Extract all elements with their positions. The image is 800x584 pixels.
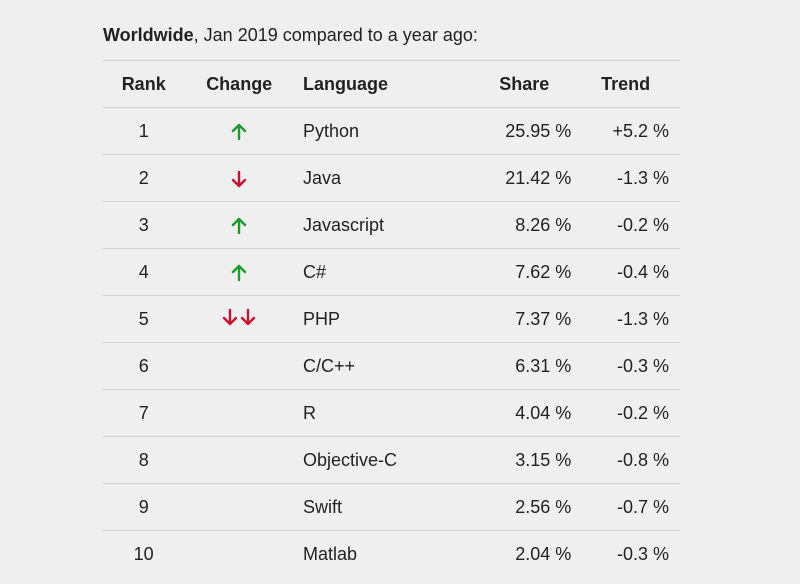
share-cell: 6.31 % xyxy=(454,342,572,390)
table-row: 6 C/C++ 6.31 % -0.3 % xyxy=(103,342,680,390)
share-cell: 3.15 % xyxy=(454,436,572,484)
double-arrow-down-icon xyxy=(221,308,257,326)
header-trend: Trend xyxy=(571,60,680,108)
language-cell: Python xyxy=(294,107,455,155)
share-cell: 2.56 % xyxy=(454,483,572,531)
change-cell xyxy=(184,483,295,531)
rank-cell: 1 xyxy=(103,107,185,155)
language-cell: Java xyxy=(294,154,455,202)
arrow-up-icon xyxy=(230,123,248,141)
language-cell: Swift xyxy=(294,483,455,531)
share-cell: 4.04 % xyxy=(454,389,572,437)
table-row: 9 Swift 2.56 % -0.7 % xyxy=(103,483,680,531)
trend-cell: -0.2 % xyxy=(571,389,680,437)
trend-cell: -1.3 % xyxy=(571,154,680,202)
rank-cell: 3 xyxy=(103,201,185,249)
change-cell xyxy=(184,107,295,155)
language-cell: Objective-C xyxy=(294,436,455,484)
language-ranking-table: Rank Change Language Share Trend 1 Python… xyxy=(103,60,680,577)
header-rank: Rank xyxy=(103,60,185,108)
table-header-row: Rank Change Language Share Trend xyxy=(103,60,680,108)
table-body: 1 Python 25.95 % +5.2 % 2 Java 21.42 % -1.3 % 3 J… xyxy=(103,107,680,577)
trend-cell: +5.2 % xyxy=(571,107,680,155)
rank-cell: 6 xyxy=(103,342,185,390)
rank-cell: 4 xyxy=(103,248,185,296)
table-row: 5 PHP 7.37 % -1.3 % xyxy=(103,295,680,343)
change-cell xyxy=(184,201,295,249)
table-row: 7 R 4.04 % -0.2 % xyxy=(103,389,680,437)
change-cell xyxy=(184,342,295,390)
share-cell: 2.04 % xyxy=(454,530,572,577)
table-row: 2 Java 21.42 % -1.3 % xyxy=(103,154,680,202)
share-cell: 21.42 % xyxy=(454,154,572,202)
table-row: 1 Python 25.95 % +5.2 % xyxy=(103,107,680,155)
rank-cell: 8 xyxy=(103,436,185,484)
change-cell xyxy=(184,530,295,577)
trend-cell: -0.3 % xyxy=(571,342,680,390)
header-language: Language xyxy=(294,60,455,108)
trend-cell: -0.3 % xyxy=(571,530,680,577)
change-cell xyxy=(184,248,295,296)
trend-cell: -0.8 % xyxy=(571,436,680,484)
trend-cell: -1.3 % xyxy=(571,295,680,343)
arrow-down-icon xyxy=(230,170,248,188)
share-cell: 25.95 % xyxy=(454,107,572,155)
table-row: 4 C# 7.62 % -0.4 % xyxy=(103,248,680,296)
trend-cell: -0.2 % xyxy=(571,201,680,249)
language-cell: Matlab xyxy=(294,530,455,577)
table-row: 3 Javascript 8.26 % -0.2 % xyxy=(103,201,680,249)
caption-region: Worldwide xyxy=(103,25,194,45)
language-cell: R xyxy=(294,389,455,437)
rank-cell: 2 xyxy=(103,154,185,202)
change-cell xyxy=(184,295,295,343)
change-cell xyxy=(184,389,295,437)
table-caption: Worldwide, Jan 2019 compared to a year a… xyxy=(103,0,680,60)
share-cell: 8.26 % xyxy=(454,201,572,249)
language-cell: C# xyxy=(294,248,455,296)
arrow-up-icon xyxy=(230,264,248,282)
table-row: 10 Matlab 2.04 % -0.3 % xyxy=(103,530,680,577)
share-cell: 7.37 % xyxy=(454,295,572,343)
language-cell: PHP xyxy=(294,295,455,343)
change-cell xyxy=(184,436,295,484)
language-cell: Javascript xyxy=(294,201,455,249)
rank-cell: 5 xyxy=(103,295,185,343)
arrow-up-icon xyxy=(230,217,248,235)
language-cell: C/C++ xyxy=(294,342,455,390)
change-cell xyxy=(184,154,295,202)
trend-cell: -0.4 % xyxy=(571,248,680,296)
rank-cell: 10 xyxy=(103,530,185,577)
caption-text: , Jan 2019 compared to a year ago: xyxy=(193,25,478,45)
table-row: 8 Objective-C 3.15 % -0.8 % xyxy=(103,436,680,484)
rank-cell: 9 xyxy=(103,483,185,531)
header-share: Share xyxy=(454,60,572,108)
rank-cell: 7 xyxy=(103,389,185,437)
header-change: Change xyxy=(184,60,295,108)
share-cell: 7.62 % xyxy=(454,248,572,296)
ranking-section: Worldwide, Jan 2019 compared to a year a… xyxy=(103,0,680,577)
trend-cell: -0.7 % xyxy=(571,483,680,531)
